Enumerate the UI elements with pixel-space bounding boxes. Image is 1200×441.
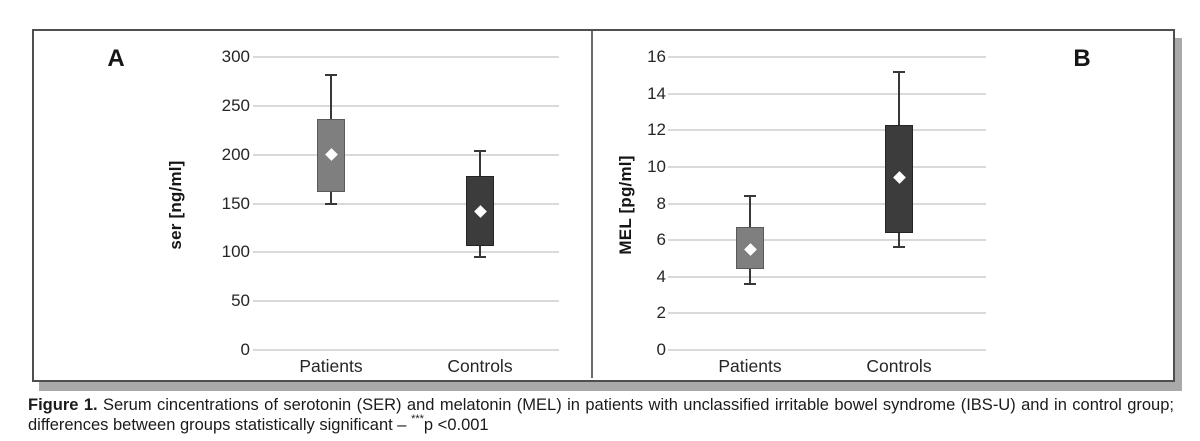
panel-a-box-controls: [466, 176, 494, 247]
panel-b-y-tick-label: 14: [647, 83, 666, 103]
panel-a-y-tick-label: 200: [221, 144, 250, 164]
panel-b-gridline: [668, 239, 986, 242]
panel-b-y-tick-label: 0: [656, 340, 666, 359]
panel-b-y-tick-label: 12: [647, 120, 666, 140]
significance-asterisks-icon: ***: [411, 413, 424, 425]
figure-frame: [32, 29, 1175, 382]
panel-a-gridline: [253, 153, 559, 156]
panel-a-whisker-cap-low-controls: [474, 256, 486, 259]
panel-a-gridline: [253, 251, 559, 254]
panel-a-gridline: [253, 349, 559, 351]
panel-b-y-tick-label: 4: [656, 266, 666, 286]
significance-text: p <0.001: [423, 415, 489, 434]
panel-b-label: B: [1073, 45, 1091, 72]
panel-b-gridline: [668, 349, 986, 351]
panel-b-gridline: [668, 56, 986, 58]
panel-a-y-tick-label: 300: [221, 47, 250, 66]
panel-a-gridline: [253, 104, 559, 107]
panel-b-gridline: [668, 165, 986, 168]
panel-a-whisker-cap-high-patients: [325, 73, 337, 76]
panel-b-gridline: [668, 312, 986, 315]
panel-b-gridline: [668, 275, 986, 278]
panel-b-gridline: [668, 92, 986, 95]
figure-caption: Figure 1. Serum cincentrations of seroto…: [28, 396, 1174, 435]
panel-b-whisker-cap-high-patients: [744, 195, 756, 198]
panel-b-y-tick-label: 6: [656, 230, 666, 250]
panel-divider: [591, 31, 593, 378]
panel-a-x-axis-label-patients: Patients: [299, 356, 363, 376]
panel-b-y-tick-label: 10: [647, 156, 666, 176]
panel-b-whisker-cap-low-patients: [744, 283, 756, 286]
panel-b-x-axis-label-controls: Controls: [866, 356, 932, 376]
panel-a-gridline: [253, 300, 559, 303]
panel-b-whisker-cap-high-controls: [893, 70, 905, 73]
panel-a-y-axis-title: ser [ng/ml]: [166, 160, 185, 250]
figure-caption-text: Serum cincentrations of serotonin (SER) …: [28, 396, 1174, 434]
panel-a-label: A: [107, 45, 125, 72]
panel-a-gridline: [253, 202, 559, 205]
panel-b-y-tick-label: 8: [656, 193, 666, 213]
panel-a-y-tick-label: 50: [231, 291, 250, 311]
figure-caption-label: Figure 1.: [28, 396, 98, 414]
panel-a-whisker-cap-low-patients: [325, 203, 337, 206]
panel-b-gridline: [668, 202, 986, 205]
panel-b-whisker-cap-low-controls: [893, 246, 905, 249]
panel-a-y-tick-label: 0: [240, 340, 250, 359]
panel-b-gridline: [668, 129, 986, 132]
panel-a-whisker-cap-high-controls: [474, 149, 486, 152]
panel-a-y-tick-label: 100: [221, 242, 250, 262]
panel-a-y-tick-label: 250: [221, 95, 250, 115]
panel-a-gridline: [253, 56, 559, 58]
panel-a-x-axis-label-controls: Controls: [447, 356, 513, 376]
panel-b-x-axis-label-patients: Patients: [718, 356, 782, 376]
panel-b-y-tick-label: 16: [647, 47, 666, 66]
panel-a-y-tick-label: 150: [221, 193, 250, 213]
panel-b-y-tick-label: 2: [656, 303, 666, 323]
